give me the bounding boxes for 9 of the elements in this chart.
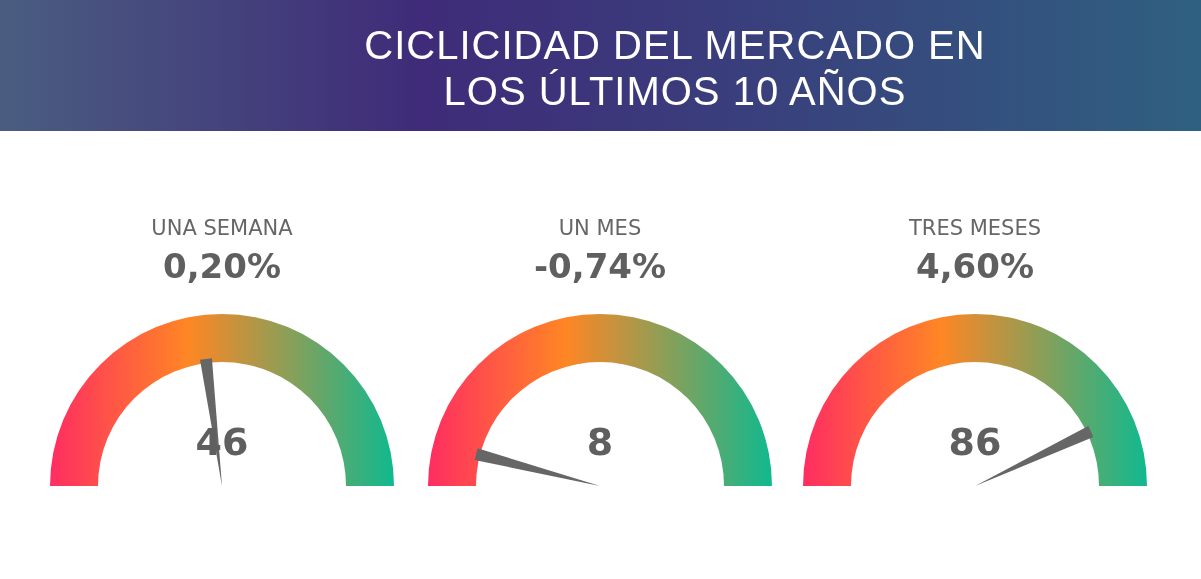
text: CICLICIDAD DEL MERCADO EN LOS ÚLTIMOS 10 AÑOS (363, 22, 987, 114)
text: 4,60% (915, 246, 1035, 286)
data-label: 86 (947, 420, 1003, 464)
text: UNA SEMANA (150, 216, 294, 240)
text: TRES MESES (908, 216, 1042, 240)
text: 0,20% (162, 246, 282, 286)
data-label: 8 (585, 420, 615, 464)
text: -0,74% (532, 246, 668, 286)
text: UN MES (557, 216, 643, 240)
